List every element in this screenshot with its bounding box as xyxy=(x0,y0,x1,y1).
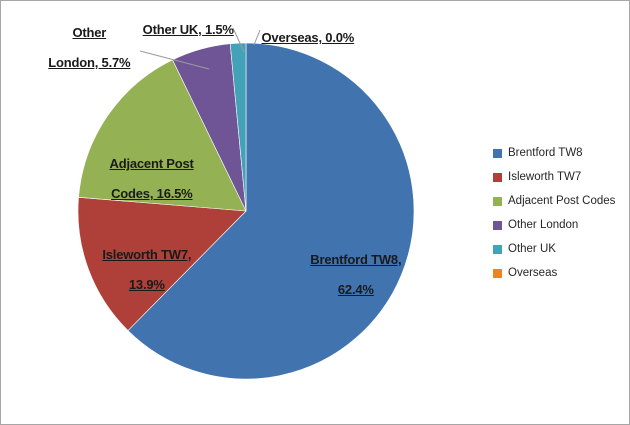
leader-line-overseas xyxy=(253,29,261,46)
data-label-adjacent-post-codes: Adjacent Post Codes, 16.5% xyxy=(86,141,204,216)
data-label-brentford-line2: 62.4% xyxy=(337,282,374,297)
legend-swatch-overseas xyxy=(493,268,502,278)
legend-swatch-other-london xyxy=(493,220,502,230)
data-label-overseas-line1: Overseas, 0.0% xyxy=(261,30,355,45)
data-label-isleworth-line2: 13.9% xyxy=(128,277,165,292)
data-label-other-london: Other London, 5.7% xyxy=(15,10,150,85)
data-label-overseas: Overseas, 0.0% xyxy=(245,15,357,60)
data-label-other-london-line1: Other xyxy=(72,25,107,40)
leader-line-other-london xyxy=(139,50,210,70)
legend-item-brentford-tw8[interactable]: Brentford TW8 xyxy=(493,141,624,165)
legend-item-isleworth-tw7[interactable]: Isleworth TW7 xyxy=(493,165,624,189)
legend-item-overseas[interactable]: Overseas xyxy=(493,261,624,285)
data-label-other-uk-line1: Other UK, 1.5% xyxy=(142,22,234,37)
pie-slice-brentford-tw8[interactable] xyxy=(127,42,415,380)
legend-swatch-isleworth-tw7 xyxy=(493,172,502,182)
legend-label-overseas: Overseas xyxy=(508,267,558,279)
data-label-adjacent-line2: Codes, 16.5% xyxy=(111,186,193,201)
legend-label-other-uk: Other UK xyxy=(508,243,556,255)
pie-slice-adjacent-post-codes[interactable] xyxy=(78,59,247,212)
chart-legend: Brentford TW8 Isleworth TW7 Adjacent Pos… xyxy=(493,141,624,285)
leader-line-other-uk xyxy=(232,27,245,53)
data-label-other-uk: Other UK, 1.5% xyxy=(129,7,234,52)
legend-label-adjacent-post-codes: Adjacent Post Codes xyxy=(508,195,616,207)
legend-label-brentford-tw8: Brentford TW8 xyxy=(508,147,583,159)
legend-swatch-adjacent-post-codes xyxy=(493,196,502,206)
legend-item-other-uk[interactable]: Other UK xyxy=(493,237,624,261)
data-label-isleworth-line1: Isleworth TW7, xyxy=(102,247,192,262)
data-label-other-london-line2: London, 5.7% xyxy=(48,55,131,70)
legend-item-adjacent-post-codes[interactable]: Adjacent Post Codes xyxy=(493,189,624,213)
data-label-isleworth-tw7: Isleworth TW7, 13.9% xyxy=(79,232,201,307)
legend-swatch-other-uk xyxy=(493,244,502,254)
data-label-brentford-line1: Brentford TW8, xyxy=(310,252,402,267)
legend-label-isleworth-tw7: Isleworth TW7 xyxy=(508,171,582,183)
pie-slice-other-uk[interactable] xyxy=(229,42,247,212)
pie-slice-isleworth-tw7[interactable] xyxy=(77,196,247,331)
data-label-brentford-tw8: Brentford TW8, 62.4% xyxy=(290,237,408,312)
legend-label-other-london: Other London xyxy=(508,219,579,231)
data-label-adjacent-line1: Adjacent Post xyxy=(109,156,194,171)
legend-swatch-brentford-tw8 xyxy=(493,148,502,158)
legend-item-other-london[interactable]: Other London xyxy=(493,213,624,237)
